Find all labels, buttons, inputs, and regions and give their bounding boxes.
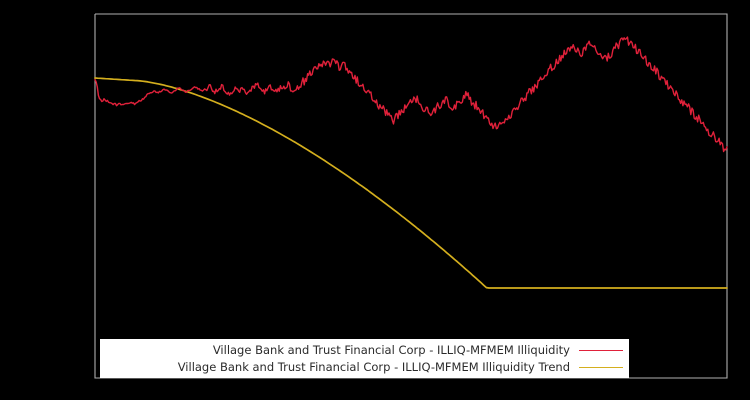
series-illiquidity-line (94, 36, 728, 153)
legend-swatch-trend (579, 366, 623, 368)
chart-legend[interactable]: Village Bank and Trust Financial Corp - … (100, 339, 629, 378)
plot-frame (94, 13, 728, 379)
legend-entry-illiquidity: Village Bank and Trust Financial Corp - … (100, 342, 629, 359)
legend-swatch-illiquidity (579, 349, 623, 351)
legend-label-illiquidity: Village Bank and Trust Financial Corp - … (212, 343, 570, 357)
series-trend-line (94, 77, 728, 289)
legend-entry-trend: Village Bank and Trust Financial Corp - … (100, 359, 629, 376)
legend-label-trend: Village Bank and Trust Financial Corp - … (177, 360, 570, 374)
